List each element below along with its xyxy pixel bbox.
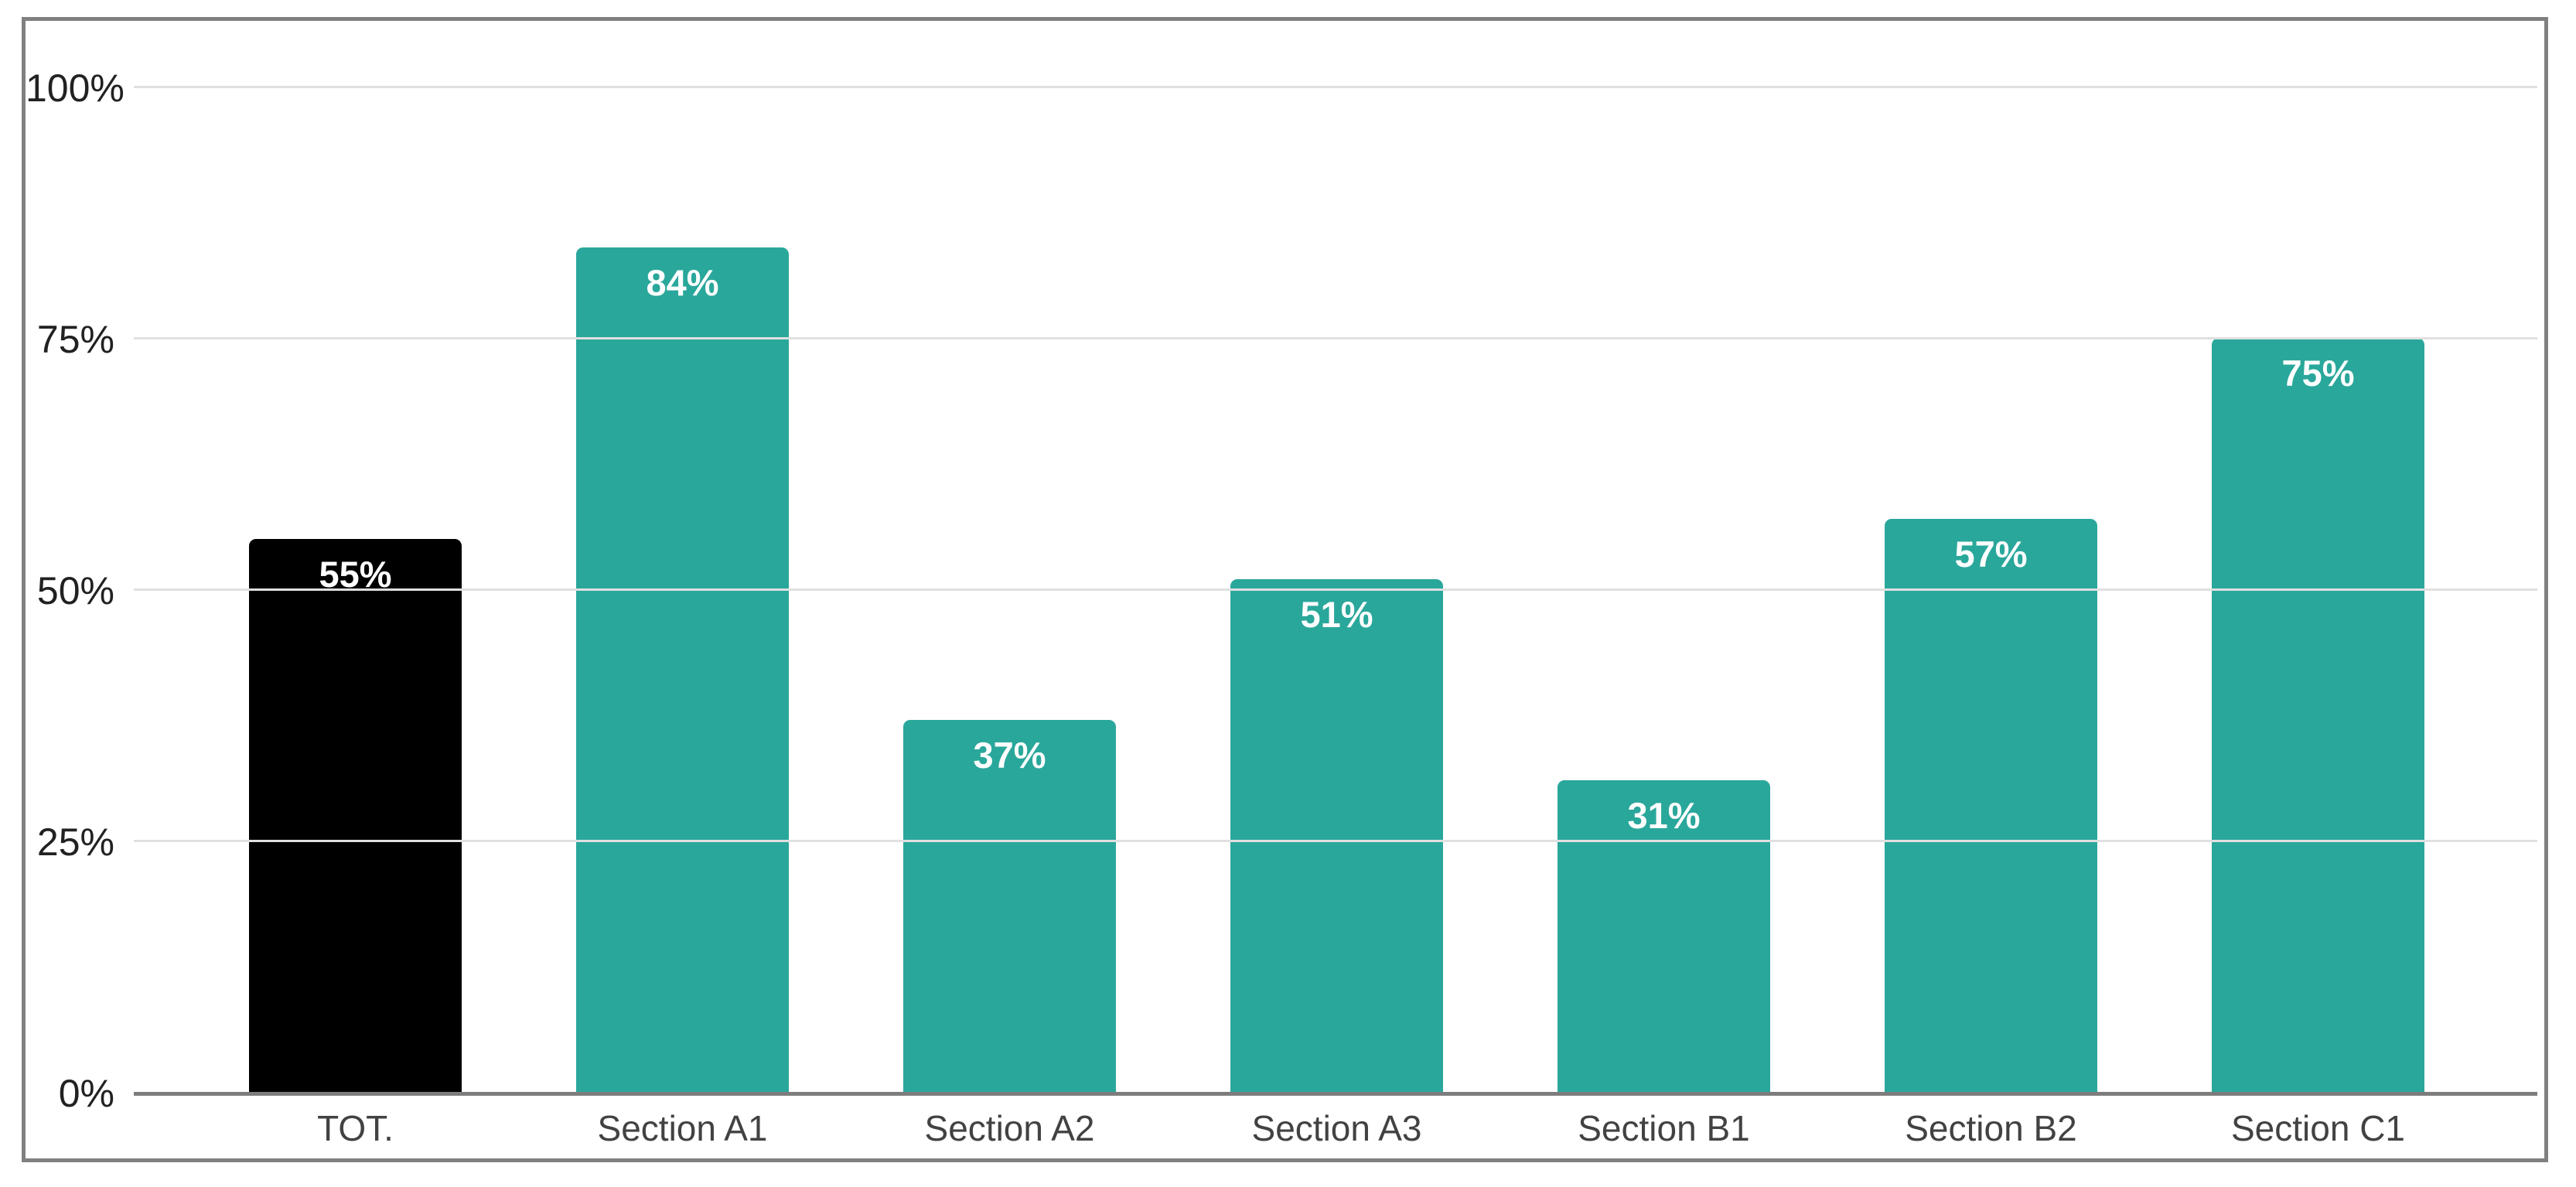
bar-section-b2: 57%: [1885, 519, 2097, 1092]
plot-area: 55% 84% 37% 51% 31% 57% 75% 0% 25% 50% 75% 100%: [26, 67, 2537, 1115]
bar-column-section-b2: 57%: [1827, 87, 2155, 1092]
y-tick-label: 25%: [36, 820, 114, 864]
y-tick-label: 50%: [36, 569, 114, 612]
x-tick-label-section-b1: Section B1: [1578, 1108, 1750, 1148]
gridline-75: [134, 337, 2537, 339]
bar-column-section-b1: 31%: [1500, 87, 1827, 1092]
y-tick-label: 100%: [26, 67, 125, 110]
bar-value-label: 37%: [973, 735, 1046, 776]
gridline-50: [134, 588, 2537, 591]
x-tick-label-section-b2: Section B2: [1905, 1108, 2077, 1148]
bar-value-label: 75%: [2281, 353, 2355, 394]
bar-column-section-a2: 37%: [846, 87, 1173, 1092]
x-tick-label-section-c1: Section C1: [2230, 1108, 2405, 1148]
bar-column-section-a1: 84%: [519, 87, 846, 1092]
y-tick-label: 75%: [36, 318, 114, 361]
x-tick-label-tot: TOT.: [317, 1108, 394, 1148]
x-tick-label-section-a2: Section A2: [924, 1108, 1095, 1148]
bar-column-tot: 55%: [192, 87, 519, 1092]
bar-section-a2: 37%: [903, 720, 1116, 1092]
bar-value-label: 31%: [1627, 795, 1701, 836]
bar-column-section-c1: 75%: [2155, 87, 2482, 1092]
y-tick-label: 0%: [58, 1072, 114, 1115]
bar-value-label: 84%: [646, 262, 719, 303]
x-axis: TOT. Section A1 Section A2 Section A3 Sectio…: [192, 1103, 2482, 1154]
chart-frame: 55% 84% 37% 51% 31% 57% 75% 0% 25% 50% 75% 100% TO…: [22, 17, 2548, 1162]
gridline-100: [134, 86, 2537, 88]
bar-value-label: 51%: [1300, 594, 1373, 635]
x-tick-label-section-a3: Section A3: [1251, 1108, 1422, 1148]
x-tick-label-section-a1: Section A1: [597, 1108, 768, 1148]
bar-value-label: 55%: [319, 554, 392, 595]
bar-column-section-a3: 51%: [1173, 87, 1500, 1092]
bar-section-c1: 75%: [2212, 338, 2424, 1092]
bar-tot: 55%: [249, 539, 462, 1092]
bar-section-b1: 31%: [1558, 780, 1770, 1092]
bars-group: 55% 84% 37% 51% 31% 57% 75%: [192, 87, 2482, 1092]
bar-section-a3: 51%: [1230, 579, 1443, 1092]
bar-section-a1: 84%: [576, 247, 789, 1092]
bar-value-label: 57%: [1954, 534, 2028, 575]
gridline-25: [134, 840, 2537, 842]
